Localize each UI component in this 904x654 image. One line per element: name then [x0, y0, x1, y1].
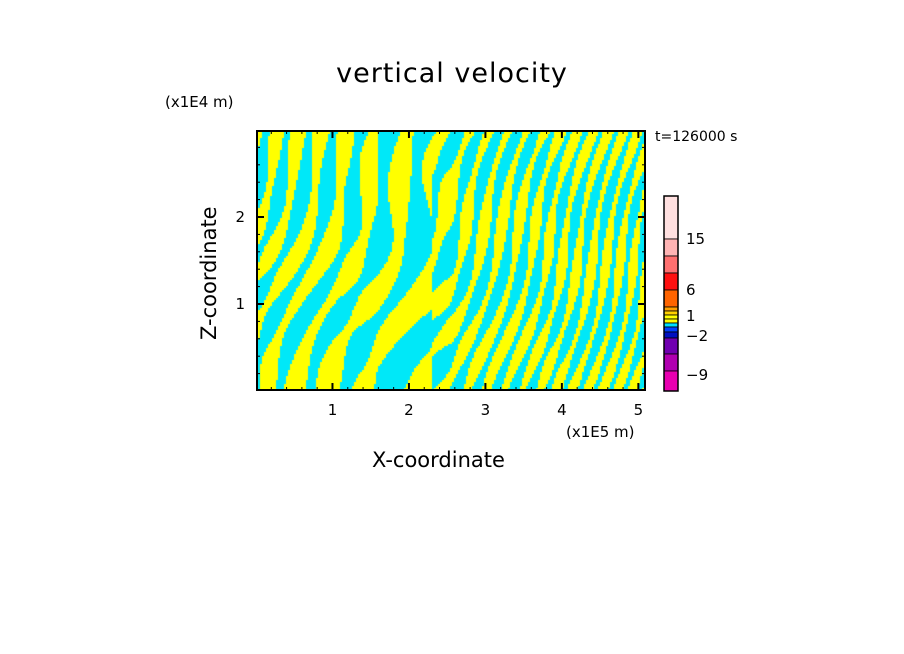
colorbar-level — [663, 289, 679, 308]
colorbar-frame — [663, 195, 679, 392]
colorbar-level — [663, 255, 679, 274]
colorbar-level — [663, 370, 679, 392]
colorbar-label: −9 — [686, 366, 708, 384]
x-tick-label: 4 — [557, 401, 567, 419]
colorbar-label: −2 — [686, 327, 708, 345]
time-label: t=126000 s — [655, 129, 738, 145]
colorbar-level — [663, 272, 679, 291]
colorbar-level — [663, 318, 679, 324]
colorbar-level — [663, 314, 679, 320]
colorbar-label: 6 — [686, 281, 696, 299]
y-tick-label: 2 — [235, 208, 245, 226]
x-axis-label: X-coordinate — [372, 448, 505, 472]
chart-title: vertical velocity — [336, 58, 568, 89]
colorbar-label: 1 — [686, 307, 696, 325]
colorbar-level — [663, 353, 679, 372]
colorbar-level — [663, 326, 679, 333]
colorbar-level — [663, 310, 679, 316]
x-unit-label: (x1E5 m) — [566, 423, 635, 441]
colorbar-label: 15 — [686, 230, 705, 248]
plot-area — [256, 130, 646, 391]
velocity-field — [258, 132, 644, 389]
x-tick-label: 1 — [328, 401, 338, 419]
x-tick-label: 2 — [404, 401, 414, 419]
y-tick-label: 1 — [235, 295, 245, 313]
colorbar-level — [663, 322, 679, 328]
colorbar-level — [663, 337, 679, 355]
x-tick-label: 3 — [481, 401, 491, 419]
x-tick-label: 5 — [634, 401, 644, 419]
colorbar-level — [663, 331, 679, 339]
colorbar-level — [663, 195, 679, 240]
z-unit-label: (x1E4 m) — [165, 93, 234, 111]
colorbar-level — [663, 238, 679, 257]
colorbar-level — [663, 306, 679, 312]
